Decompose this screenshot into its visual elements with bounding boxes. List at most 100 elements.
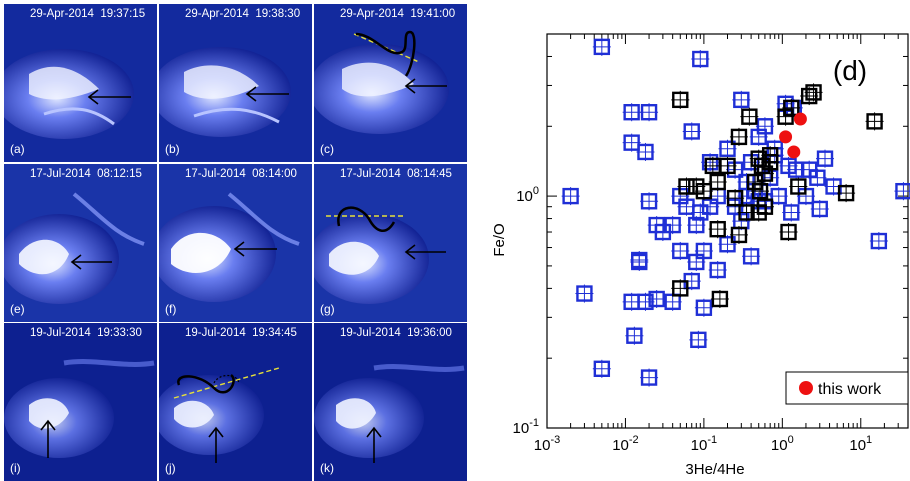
black-data-point [756,198,774,215]
arrow [245,86,289,102]
arrow [366,426,382,463]
euv-image [314,323,467,481]
blue-data-point [870,232,888,250]
x-tick-label: 101 [849,434,872,454]
panel-label: (a) [10,142,25,156]
blue-data-point [648,290,665,308]
blue-data-point [719,140,736,157]
blue-data-point [640,104,658,121]
loop-sketch [355,30,416,77]
euv-image-grid: 29-Apr-2014 19:37:15 (a) 29-Apr-2014 19:… [4,4,467,481]
blue-data-point [626,327,643,344]
y-tick-label: 10-1 [513,417,539,437]
blue-data-point [640,369,658,386]
black-data-point [730,226,748,244]
panel-label: (b) [165,142,180,156]
euv-image [159,164,312,322]
panel-timestamp: 17-Jul-2014 08:12:15 [30,168,142,180]
blue-data-point [709,261,726,279]
blue-data-point [593,360,611,378]
blue-data-point [576,285,593,302]
euv-panel-i: 19-Jul-2014 19:33:30 (i) [4,323,157,481]
chart-axes: 10-3 10-2 10-1 100 101 10-1 100 [513,33,909,454]
arrow [40,419,56,458]
black-data-point [719,157,736,175]
y-tick-label: 100 [516,185,539,205]
black-data-point [790,178,807,195]
blue-data-point [640,193,658,210]
blue-data-point [664,293,681,311]
black-data-point [780,223,797,241]
blue-data-point [695,242,713,260]
blue-data-point [695,299,713,316]
panel-label: (c) [320,142,334,156]
panel-label: (e) [10,302,25,316]
blue-data-point [623,104,640,121]
blue-data-point [637,293,654,311]
panel-timestamp: 29-Apr-2014 19:41:00 [340,8,456,20]
black-data-point [709,220,726,238]
black-data-point [805,84,822,101]
blue-data-point [701,198,719,215]
arrow [233,241,277,257]
blue-data-point [811,200,828,218]
blue-data-point [688,216,705,234]
this-work-data-point [787,145,801,159]
euv-panel-c: 29-Apr-2014 19:41:00 (c) [314,4,467,162]
blue-data-point [623,134,640,151]
blue-data-point [672,242,689,260]
this-work-data-point [779,130,793,144]
arrow [404,78,447,94]
blue-data-point [593,38,611,56]
blue-data-point [683,123,700,140]
black-data-point [711,290,729,308]
panel-timestamp: 17-Jul-2014 08:14:45 [340,168,452,180]
loop-sketch [337,206,396,232]
x-axis-label: 3He/4He [685,461,744,478]
black-data-point [741,108,758,125]
panel-timestamp: 29-Apr-2014 19:37:15 [30,8,146,20]
blue-data-point [895,182,910,200]
euv-image [159,323,312,481]
x-tick-label: 10-1 [691,434,717,454]
panel-label: (g) [320,302,335,316]
euv-panel-k: 19-Jul-2014 19:36:00 (k) [314,323,467,481]
panel-label: (k) [320,461,334,475]
euv-image [314,4,467,162]
euv-image [314,164,467,322]
y-axis-label: Fe/O [491,223,508,256]
euv-image [4,164,157,322]
blue-data-point [690,331,707,349]
arrow [70,254,112,270]
euv-panel-e: 17-Jul-2014 08:12:15 (e) [4,164,157,322]
slit-line [173,367,280,399]
black-data-point [730,128,748,146]
blue-data-point [719,236,736,253]
fe-o-vs-he3-scatter-chart: 10-3 10-2 10-1 100 101 10-1 100 (d) 3He/4He Fe… [491,33,910,478]
chart-panel-label: (d) [833,55,867,86]
chart-marks [561,37,910,387]
x-tick-label: 100 [771,434,794,454]
black-data-point [777,108,794,125]
euv-panel-a: 29-Apr-2014 19:37:15 (a) [4,4,157,162]
blue-data-point [637,143,654,161]
black-data-point [761,147,779,164]
blue-data-point [562,187,579,205]
blue-data-point [770,187,787,205]
panel-label: (i) [10,461,21,475]
euv-panel-f: 17-Jul-2014 08:14:00 (f) [159,164,312,322]
black-data-point [837,184,855,202]
black-data-point [800,87,818,105]
euv-image [4,323,157,481]
arrow [404,244,446,260]
legend-marker [799,381,813,395]
blue-data-point [742,248,760,265]
black-data-point [726,189,744,207]
black-data-point [756,165,774,182]
blue-data-point [692,50,709,68]
panel-timestamp: 29-Apr-2014 19:38:30 [185,8,301,20]
black-data-point [866,113,883,130]
panel-timestamp: 17-Jul-2014 08:14:00 [185,168,297,180]
black-data-point [746,173,764,191]
blue-data-point [631,251,648,269]
